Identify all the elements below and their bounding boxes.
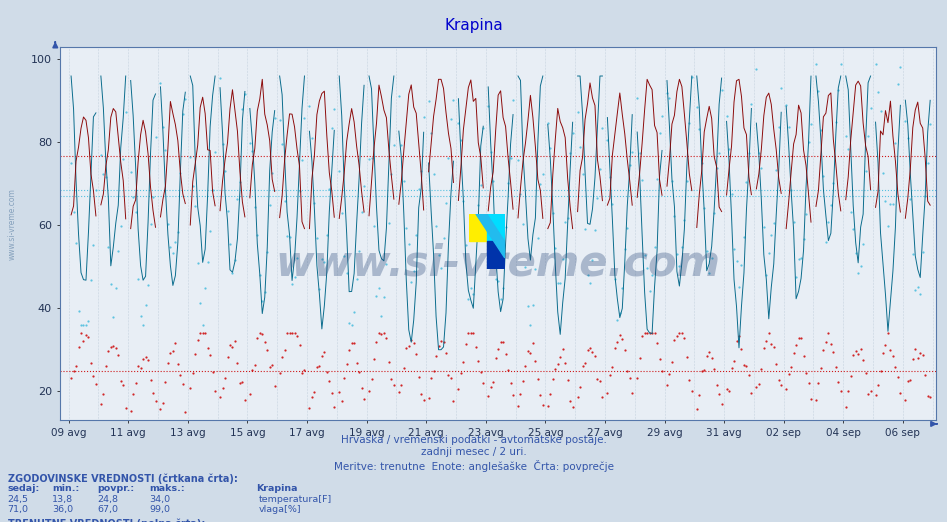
- Text: 24,5: 24,5: [8, 495, 28, 504]
- Text: povpr.:: povpr.:: [98, 484, 134, 493]
- Text: TRENUTNE VREDNOSTI (polna črta):: TRENUTNE VREDNOSTI (polna črta):: [8, 518, 205, 522]
- Text: Krapina: Krapina: [444, 18, 503, 33]
- Text: 99,0: 99,0: [150, 505, 170, 514]
- Text: 24,8: 24,8: [98, 495, 118, 504]
- Text: Meritve: trenutne  Enote: anglešaške  Črta: povprečje: Meritve: trenutne Enote: anglešaške Črta…: [333, 460, 614, 472]
- Text: 67,0: 67,0: [98, 505, 118, 514]
- Text: temperatura[F]: temperatura[F]: [259, 495, 331, 504]
- Text: 13,8: 13,8: [52, 495, 73, 504]
- Polygon shape: [476, 214, 505, 258]
- Text: min.:: min.:: [52, 484, 80, 493]
- Text: 34,0: 34,0: [150, 495, 170, 504]
- Text: vlaga[%]: vlaga[%]: [259, 505, 301, 514]
- Bar: [469, 214, 487, 241]
- Bar: [487, 214, 505, 241]
- Text: zadnji mesec / 2 uri.: zadnji mesec / 2 uri.: [420, 447, 527, 457]
- Text: sedaj:: sedaj:: [8, 484, 40, 493]
- Text: 71,0: 71,0: [8, 505, 28, 514]
- Text: ZGODOVINSKE VREDNOSTI (črtkana črta):: ZGODOVINSKE VREDNOSTI (črtkana črta):: [8, 474, 238, 484]
- Text: maks.:: maks.:: [150, 484, 186, 493]
- Text: www.si-vreme.com: www.si-vreme.com: [276, 242, 720, 284]
- Bar: [487, 241, 505, 269]
- Text: Krapina: Krapina: [256, 484, 297, 493]
- Text: Hrvaška / vremenski podatki - avtomatske postaje.: Hrvaška / vremenski podatki - avtomatske…: [341, 434, 606, 445]
- Text: www.si-vreme.com: www.si-vreme.com: [8, 188, 17, 260]
- Text: 36,0: 36,0: [52, 505, 73, 514]
